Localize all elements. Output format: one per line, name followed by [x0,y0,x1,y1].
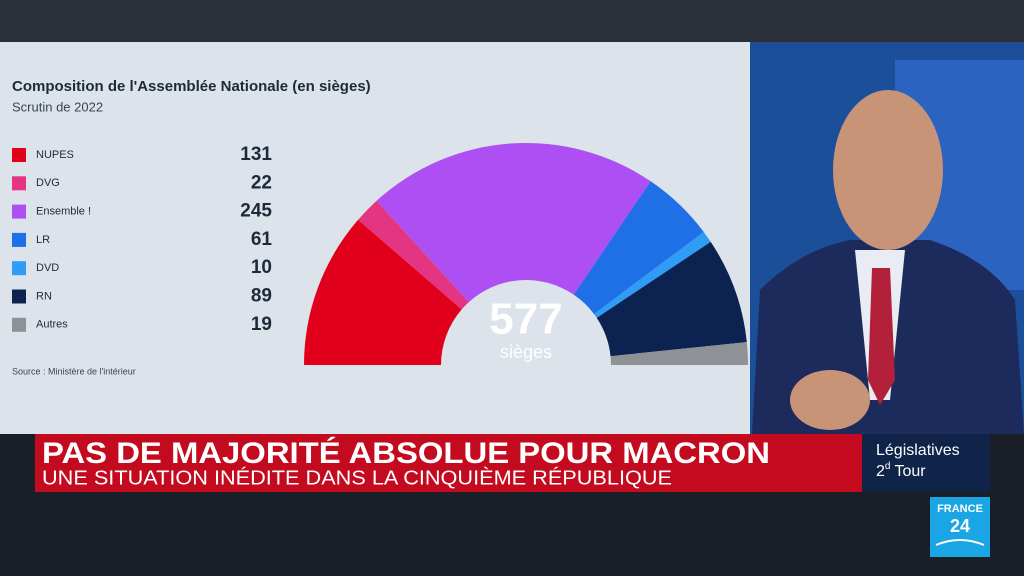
round-number: 2 [876,463,885,480]
segment [376,143,651,303]
section: Législatives [876,442,960,459]
logo [930,497,990,557]
total: 577 [489,295,562,344]
legend-swatch [12,148,26,162]
segment [610,342,748,365]
legend-label: Autres [36,319,68,331]
presenter-hands [790,370,870,430]
legend-swatch [12,261,26,276]
legend-value: 89 [251,286,272,307]
legend-swatch [12,204,26,219]
round-word: Tour [894,463,926,480]
total-label: sièges [500,342,552,362]
legend-label: LR [36,234,50,246]
legend-swatch [12,289,26,304]
legend-value: 22 [251,172,272,193]
section-box [862,434,990,492]
round: 2d Tour [876,461,926,481]
chart-title: Composition de l'Assemblée Nationale (en… [12,78,371,95]
logo-top: FRANCE [937,503,983,515]
segment [596,241,747,357]
legend-value: 131 [240,144,272,165]
legend-label: RN [36,290,52,302]
half-donut [304,143,748,365]
logo-swoosh [935,539,985,546]
presenter-tie [868,268,895,405]
headline: PAS DE MAJORITÉ ABSOLUE POUR MACRON [42,436,770,470]
legend-value: 245 [240,201,272,222]
banner [35,434,862,492]
segment [358,200,469,310]
segment [594,231,711,318]
top-strip [0,0,1024,42]
round-suffix: d [885,461,891,472]
legend-label: NUPES [36,149,74,161]
legend-swatch [12,232,26,247]
legend-value: 10 [251,257,272,278]
segment [304,219,462,365]
legend-value: 61 [251,229,273,250]
legend-value: 19 [251,314,272,335]
legend-swatch [12,317,26,332]
presenter-head [833,90,943,250]
chart-subtitle: Scrutin de 2022 [12,99,103,114]
segment [573,181,704,315]
logo-bottom: 24 [950,516,970,536]
legend-label: Ensemble ! [36,206,91,218]
legend-label: DVG [36,177,60,189]
source: Source : Ministère de l'intérieur [12,366,136,376]
legend-swatch [12,176,26,191]
subline: UNE SITUATION INÉDITE DANS LA CINQUIÈME … [42,466,672,489]
legend-label: DVD [36,262,59,274]
